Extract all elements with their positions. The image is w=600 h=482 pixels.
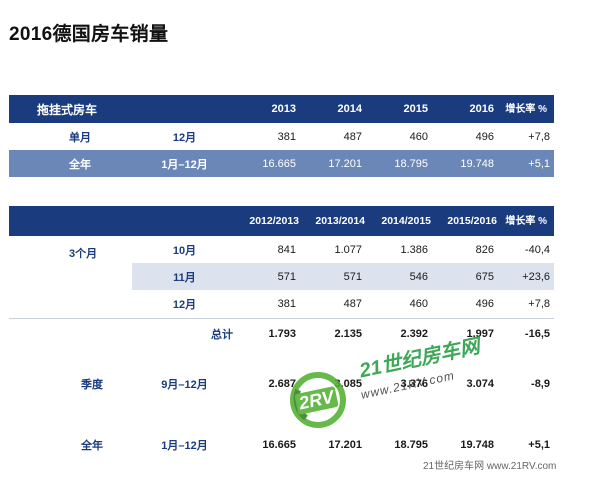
value-cell: 2.135 bbox=[334, 328, 362, 340]
value-cell: 1.793 bbox=[268, 328, 296, 340]
change-cell: -16,5 bbox=[524, 328, 550, 340]
value-cell: 2.687 bbox=[268, 378, 296, 390]
value-cell: 381 bbox=[277, 130, 296, 143]
row-period: 9月–12月 bbox=[161, 379, 208, 391]
change-cell: -8,9 bbox=[531, 378, 550, 390]
row-period: 11月 bbox=[173, 271, 196, 284]
table1-year-2014: 2014 bbox=[337, 103, 362, 115]
table1-header-row: 拖挂式房车 2013 2014 2015 2016 增长率 % bbox=[9, 95, 554, 123]
table2-row-dec: 12月 381 487 460 496 +7,8 bbox=[9, 290, 554, 317]
row-period: 12月 bbox=[172, 131, 197, 144]
value-cell: 3.074 bbox=[466, 378, 494, 390]
change-cell: -40,4 bbox=[524, 243, 550, 256]
value-cell: 17.201 bbox=[328, 439, 362, 451]
table1-year-2016: 2016 bbox=[469, 103, 494, 115]
value-cell: 2.392 bbox=[400, 328, 428, 340]
table2-row-quarter: 季度 9月–12月 2.687 3.085 3.376 3.074 -8,9 bbox=[9, 370, 554, 398]
divider bbox=[9, 318, 554, 319]
row-period: 12月 bbox=[172, 298, 197, 311]
value-cell: 571 bbox=[277, 270, 296, 283]
value-cell: 16.665 bbox=[262, 157, 296, 170]
value-cell: 571 bbox=[343, 270, 362, 283]
watermark-logo: 2RV 21世纪房车网 www.21RV.com bbox=[288, 335, 538, 435]
change-cell: +7,8 bbox=[528, 297, 550, 310]
row-period: 1月–12月 bbox=[161, 440, 208, 452]
value-cell: 381 bbox=[277, 297, 296, 310]
group-label-3-months: 3个月 bbox=[69, 248, 98, 260]
value-cell: 460 bbox=[409, 130, 428, 143]
value-cell: 496 bbox=[475, 130, 494, 143]
row-label: 全年 bbox=[81, 440, 103, 452]
row-period: 10月 bbox=[172, 244, 197, 257]
row-label: 全年 bbox=[69, 158, 91, 171]
table2-season-2016: 2015/2016 bbox=[447, 215, 497, 227]
table2-row-nov: 11月 571 571 546 675 +23,6 bbox=[9, 263, 554, 290]
table2-change-header: 增长率 % bbox=[505, 215, 547, 227]
value-cell: 841 bbox=[277, 243, 296, 256]
page-title: 2016德国房车销量 bbox=[9, 24, 169, 45]
value-cell: 496 bbox=[475, 297, 494, 310]
row-period: 1月–12月 bbox=[161, 158, 208, 171]
change-cell: +7,8 bbox=[528, 130, 550, 143]
change-cell: +5,1 bbox=[528, 157, 550, 170]
row-label: 单月 bbox=[69, 131, 91, 144]
value-cell: 826 bbox=[475, 243, 494, 256]
table2-header-row: 2012/2013 2013/2014 2014/2015 2015/2016 … bbox=[9, 206, 554, 236]
value-cell: 1.997 bbox=[466, 328, 494, 340]
table1-year-2015: 2015 bbox=[403, 103, 428, 115]
value-cell: 1.386 bbox=[400, 243, 428, 256]
value-cell: 675 bbox=[475, 270, 494, 283]
value-cell: 487 bbox=[343, 297, 362, 310]
table2-season-2015: 2014/2015 bbox=[381, 215, 431, 227]
value-cell: 18.795 bbox=[394, 157, 428, 170]
value-cell: 546 bbox=[409, 270, 428, 283]
change-cell: +23,6 bbox=[522, 270, 550, 283]
table2-row-oct: 10月 841 1.077 1.386 826 -40,4 bbox=[9, 236, 554, 263]
value-cell: 3.376 bbox=[400, 378, 428, 390]
row-label: 总计 bbox=[211, 329, 233, 341]
table2-row-total: 总计 1.793 2.135 2.392 1.997 -16,5 bbox=[9, 320, 554, 348]
table1-header-label: 拖挂式房车 bbox=[37, 102, 98, 117]
table1-year-2013: 2013 bbox=[271, 103, 296, 115]
value-cell: 487 bbox=[343, 130, 362, 143]
footer-watermark: 21世纪房车网 www.21RV.com bbox=[423, 461, 557, 472]
table2-season-2014: 2013/2014 bbox=[315, 215, 365, 227]
value-cell: 19.748 bbox=[460, 439, 494, 451]
change-cell: +5,1 bbox=[528, 439, 550, 451]
value-cell: 17.201 bbox=[328, 157, 362, 170]
table1-change-header: 增长率 % bbox=[505, 103, 547, 115]
table2-season-2013: 2012/2013 bbox=[249, 215, 299, 227]
row-label: 季度 bbox=[81, 379, 103, 391]
table1-row-month: 单月 12月 381 487 460 496 +7,8 bbox=[9, 123, 554, 150]
table2-row-year: 全年 1月–12月 16.665 17.201 18.795 19.748 +5… bbox=[9, 431, 554, 459]
value-cell: 1.077 bbox=[334, 243, 362, 256]
table1-row-year: 全年 1月–12月 16.665 17.201 18.795 19.748 +5… bbox=[9, 150, 554, 177]
value-cell: 18.795 bbox=[394, 439, 428, 451]
value-cell: 19.748 bbox=[460, 157, 494, 170]
value-cell: 16.665 bbox=[262, 439, 296, 451]
value-cell: 460 bbox=[409, 297, 428, 310]
